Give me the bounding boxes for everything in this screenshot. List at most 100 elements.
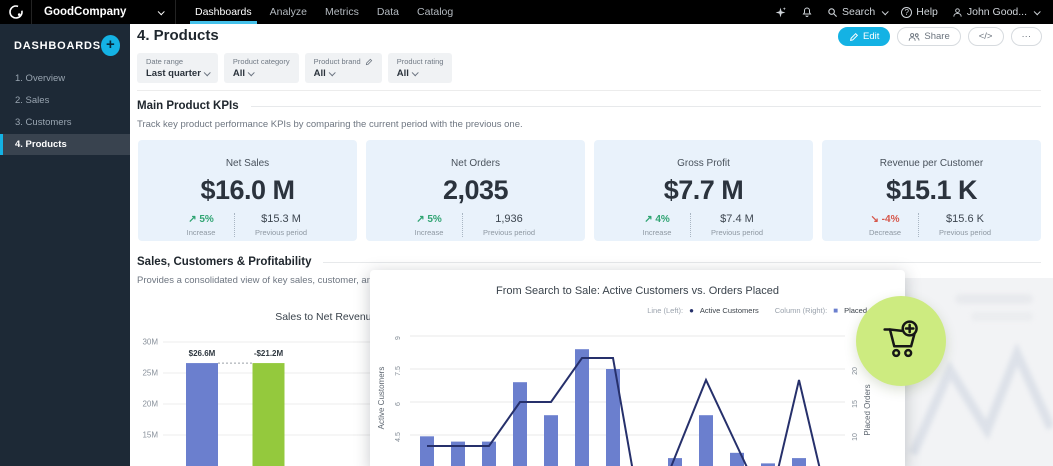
kpi-card-net-sales[interactable]: Net Sales $16.0 M ↗ 5% Increase $15.3 M Previ… — [138, 140, 357, 241]
kpi-value: $15.1 K — [885, 175, 978, 205]
share-people-icon — [909, 32, 920, 41]
filter-date-range[interactable]: Date range Last quarter — [137, 53, 218, 83]
kpi-previous: $15.3 M Previous period — [235, 213, 327, 237]
combo-chart: 9 7.5 6 4.5 20 15 10 Active Customers Placed Ord… — [377, 335, 872, 466]
ellipsis-icon: ··· — [1021, 31, 1032, 42]
kpi-card-net-orders[interactable]: Net Orders 2,035 ↗ 5% Increase 1,936 Previous… — [366, 140, 585, 241]
kpi-delta-value: ↗ 5% — [188, 213, 214, 225]
kpi-delta-value: ↗ 5% — [416, 213, 442, 225]
chevron-down-icon — [1033, 7, 1041, 15]
sidebar-item-overview[interactable]: 1. Overview — [15, 73, 66, 84]
topnav: GoodCompany Dashboards Analyze Metrics Data… — [0, 0, 1053, 24]
legend-marker: ● — [689, 306, 694, 315]
filter-bar: Date range Last quarter Product category Al… — [137, 53, 453, 83]
kpi-delta-label: Decrease — [868, 227, 902, 237]
kpi-comparison: ↗ 5% Increase 1,936 Previous period — [396, 213, 555, 237]
user-icon — [953, 7, 962, 17]
svg-text:20M: 20M — [142, 400, 158, 409]
chart-panel-search-to-sale[interactable]: 9 7.5 6 4.5 20 15 10 Active Customers Placed Ord… — [370, 270, 905, 466]
logo-icon — [8, 5, 23, 19]
legend-label[interactable]: Placed — [844, 306, 867, 315]
svg-text:Active Customers: Active Customers — [377, 367, 386, 430]
share-label: Share — [924, 31, 950, 42]
tab-analyze[interactable]: Analyze — [269, 6, 307, 18]
filter-product-rating[interactable]: Product rating All — [387, 53, 453, 83]
svg-text:7.5: 7.5 — [395, 366, 402, 376]
svg-text:15: 15 — [852, 400, 859, 408]
sidebar-item-products[interactable]: 4. Products — [0, 134, 130, 155]
kpi-previous-label: Previous period — [710, 228, 764, 237]
kpi-divider — [918, 213, 919, 237]
edit-button[interactable]: Edit — [838, 27, 891, 46]
kpi-card-revenue-per-customer[interactable]: Revenue per Customer $15.1 K ↘ -4% Decrease… — [822, 140, 1041, 241]
kpi-comparison: ↗ 4% Increase $7.4 M Previous period — [624, 213, 783, 237]
workspace-switcher[interactable]: GoodCompany — [32, 0, 176, 24]
kpi-previous-value: 1,936 — [495, 213, 523, 225]
logo[interactable] — [0, 0, 32, 24]
svg-text:25M: 25M — [142, 369, 158, 378]
sidebar-item-customers[interactable]: 3. Customers — [15, 117, 72, 128]
sidebar-item-sales[interactable]: 2. Sales — [15, 95, 50, 106]
tab-catalog[interactable]: Catalog — [417, 6, 454, 18]
help-label: Help — [916, 6, 938, 18]
filter-label: Product category — [232, 57, 290, 66]
legend-prefix: Column (Right): — [774, 306, 828, 315]
kpi-previous: $15.6 K Previous period — [919, 213, 1011, 237]
kpi-comparison: ↗ 5% Increase $15.3 M Previous period — [168, 213, 327, 237]
embed-code-button[interactable]: </> — [967, 27, 1004, 46]
pencil-icon — [850, 32, 859, 41]
svg-text:Placed Orders: Placed Orders — [863, 384, 872, 435]
help-button[interactable]: ? Help — [901, 6, 938, 18]
notifications-button[interactable] — [801, 6, 813, 18]
ai-assistant-button[interactable] — [774, 6, 787, 19]
section-title: Main Product KPIs — [137, 100, 239, 112]
filter-label: Product brand — [314, 57, 373, 66]
chevron-down-icon — [247, 69, 255, 77]
watermark-chart-shape — [908, 294, 1053, 456]
svg-text:-$21.2M: -$21.2M — [254, 349, 284, 358]
search-button[interactable]: Search — [827, 6, 890, 18]
kpi-value: $7.7 M — [663, 175, 744, 205]
more-options-button[interactable]: ··· — [1010, 27, 1042, 46]
filter-value: All — [397, 68, 444, 79]
kpi-title: Gross Profit — [677, 158, 730, 169]
kpi-previous-label: Previous period — [938, 228, 992, 237]
svg-text:$26.6M: $26.6M — [189, 349, 216, 358]
filter-label: Date range — [146, 57, 184, 66]
add-to-cart-fab[interactable] — [856, 296, 946, 386]
kpi-title: Net Sales — [225, 158, 270, 169]
share-button[interactable]: Share — [897, 27, 961, 46]
svg-text:9: 9 — [395, 336, 402, 340]
filter-product-category[interactable]: Product category All — [223, 53, 299, 83]
tab-metrics[interactable]: Metrics — [324, 6, 359, 18]
section-sales-customers-profitability: Sales, Customers & Profitability Provide… — [137, 256, 1041, 286]
tab-data[interactable]: Data — [376, 6, 400, 18]
user-menu[interactable]: John Good... — [952, 6, 1041, 18]
section-rule — [323, 261, 1041, 263]
kpi-card-gross-profit[interactable]: Gross Profit $7.7 M ↗ 4% Increase $7.4 M Prev… — [594, 140, 813, 241]
kpi-previous-value: $15.6 K — [946, 213, 984, 225]
kpi-delta: ↘ -4% Decrease — [852, 214, 918, 237]
kpi-delta-value: ↗ 4% — [644, 213, 670, 225]
add-dashboard-button[interactable]: + — [100, 35, 120, 56]
chart-legend: Line (Left): ● Active Customers Column (Rig… — [647, 306, 877, 315]
legend-label[interactable]: Active Customers — [699, 306, 759, 315]
kpi-delta-label: Increase — [414, 227, 444, 237]
topnav-tabs: Dashboards Analyze Metrics Data Catalog — [186, 0, 462, 24]
kpi-previous-value: $15.3 M — [261, 213, 301, 225]
filter-product-brand[interactable]: Product brand All — [304, 53, 382, 83]
tab-dashboards[interactable]: Dashboards — [186, 0, 261, 24]
workspace-name: GoodCompany — [44, 6, 127, 18]
help-icon: ? — [901, 6, 913, 18]
section-description: Track key product performance KPIs by co… — [137, 119, 523, 130]
kpi-comparison: ↘ -4% Decrease $15.6 K Previous period — [852, 213, 1011, 237]
kpi-divider — [234, 213, 235, 237]
svg-text:30M: 30M — [142, 338, 158, 347]
filter-value: All — [233, 68, 290, 79]
kpi-delta: ↗ 5% Increase — [168, 214, 234, 237]
chevron-down-icon — [881, 7, 890, 15]
chevron-down-icon — [203, 69, 211, 77]
cart-plus-icon — [883, 320, 918, 358]
search-label: Search — [841, 6, 876, 18]
filter-value: All — [314, 68, 373, 79]
